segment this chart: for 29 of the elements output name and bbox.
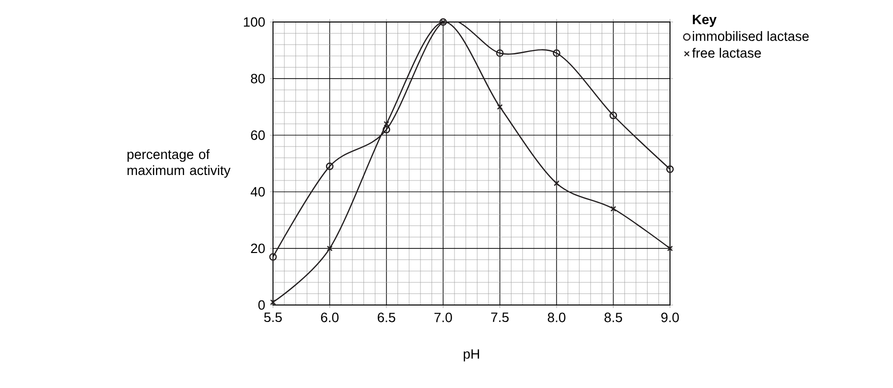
point <box>610 206 616 212</box>
y-tick-label: 40 <box>250 187 265 197</box>
point <box>554 180 560 186</box>
x-tick-label: 7.5 <box>491 312 509 322</box>
x-tick-label: 8.0 <box>548 312 566 322</box>
point <box>610 112 618 120</box>
y-tick-label: 80 <box>250 74 265 84</box>
x-tick-label: 9.0 <box>661 312 679 322</box>
x-tick-label: 5.5 <box>264 312 282 322</box>
point <box>384 121 390 127</box>
point <box>497 104 503 110</box>
x-tick-label: 7.0 <box>434 312 452 322</box>
point <box>326 246 333 252</box>
point <box>382 126 390 134</box>
y-tick-label: 100 <box>244 17 265 27</box>
y-axis-title: percentage of maximum activity <box>128 149 230 178</box>
x-axis-title: pH <box>464 349 480 362</box>
legend-label: immobilised lactase <box>692 31 809 41</box>
x-tick-label: 6.5 <box>378 312 396 322</box>
y-tick-label: 20 <box>251 244 265 254</box>
x-tick-label: 8.5 <box>604 312 622 322</box>
y-tick-label: 60 <box>251 130 265 140</box>
point <box>326 162 334 170</box>
legend-title: Key <box>692 14 717 27</box>
point <box>552 49 560 57</box>
point <box>496 49 504 57</box>
legend-label: free lactase <box>692 48 761 58</box>
y-tick-label: 0 <box>258 300 265 310</box>
x-tick-label: 6.0 <box>321 312 339 322</box>
